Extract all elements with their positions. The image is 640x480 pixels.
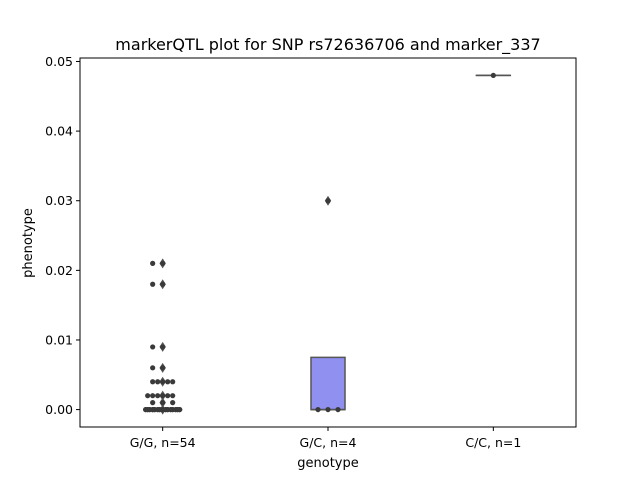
strip-point bbox=[150, 379, 156, 385]
chart-title: markerQTL plot for SNP rs72636706 and ma… bbox=[115, 35, 540, 55]
strip-point bbox=[165, 393, 171, 399]
plot-area: 0.00 0.01 0.02 0.03 0.04 0.05 G/G, n=54 G/C, n=… bbox=[45, 54, 577, 450]
x-tick-label: G/C, n=4 bbox=[300, 435, 357, 450]
strip-point bbox=[160, 365, 166, 371]
strip-point bbox=[177, 406, 183, 413]
strip-point bbox=[160, 344, 166, 350]
strip-point bbox=[150, 344, 156, 350]
strip-point bbox=[173, 406, 179, 413]
y-tick-label: 0.02 bbox=[45, 263, 73, 278]
y-tick-label: 0.03 bbox=[45, 193, 73, 208]
strip-point bbox=[315, 406, 321, 413]
strip-point bbox=[165, 379, 171, 385]
y-tick-label: 0.05 bbox=[45, 54, 73, 69]
strip-point bbox=[325, 198, 331, 204]
strip-point bbox=[145, 393, 151, 399]
strip-point bbox=[155, 379, 161, 385]
y-tick-label: 0.04 bbox=[45, 124, 73, 139]
box-body bbox=[310, 356, 346, 411]
y-axis-label: phenotype bbox=[21, 208, 36, 278]
x-tick-label: G/G, n=54 bbox=[130, 435, 196, 450]
strip-point bbox=[150, 406, 156, 413]
strip-point bbox=[490, 72, 496, 79]
strip-point bbox=[160, 260, 166, 266]
strip-point bbox=[170, 400, 176, 406]
strip-point bbox=[325, 406, 331, 413]
strip-point bbox=[160, 400, 166, 406]
strip-point bbox=[160, 406, 166, 413]
strip-point bbox=[170, 393, 176, 399]
y-tick-label: 0.01 bbox=[45, 332, 73, 347]
strip-point bbox=[168, 406, 174, 413]
strip-point bbox=[170, 379, 176, 385]
strip-point bbox=[150, 365, 156, 371]
strip-point bbox=[160, 393, 166, 399]
strip-point bbox=[335, 406, 341, 413]
strip-point bbox=[150, 260, 156, 266]
y-tick-label: 0.00 bbox=[45, 402, 73, 417]
strip-point bbox=[143, 406, 149, 413]
strip-point bbox=[150, 400, 156, 406]
strip-point bbox=[155, 393, 161, 399]
strip-point bbox=[160, 379, 166, 385]
strip-point bbox=[160, 281, 166, 287]
x-axis-label: genotype bbox=[297, 456, 358, 471]
strip-point bbox=[150, 281, 156, 287]
strip-point bbox=[150, 393, 156, 399]
x-tick-label: C/C, n=1 bbox=[465, 435, 521, 450]
